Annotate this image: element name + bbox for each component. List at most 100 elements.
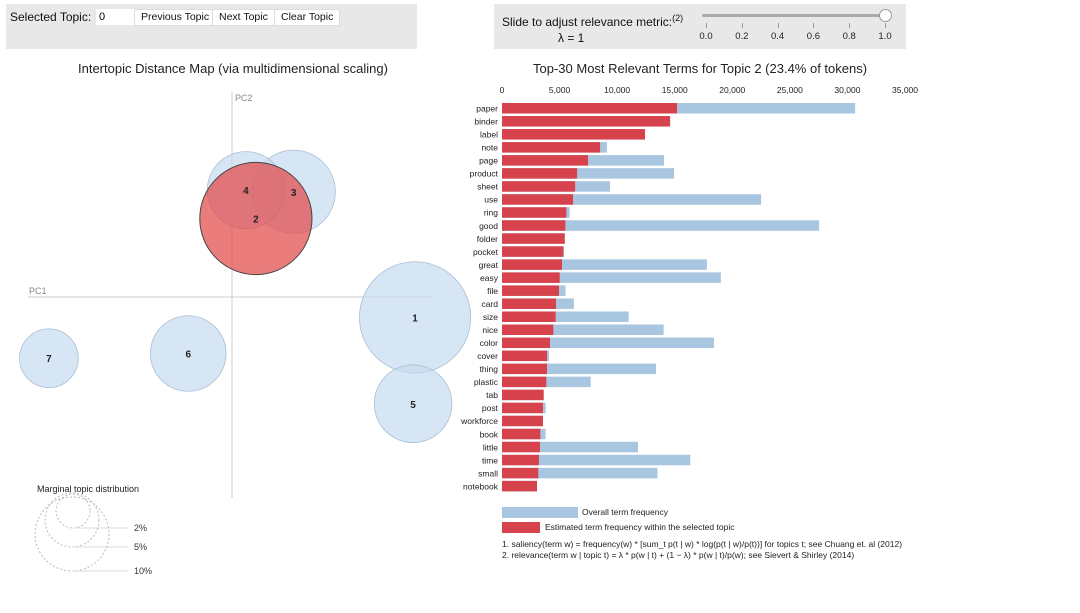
bar-overall-easy[interactable] (502, 272, 721, 283)
bar-overall-size[interactable] (502, 311, 629, 322)
bar-topic-note[interactable] (502, 142, 601, 153)
bar-topic-great[interactable] (502, 259, 562, 270)
x-tick-label: 35,000 (892, 85, 918, 95)
selected-topic-label: Selected Topic: (10, 10, 92, 24)
term-label[interactable]: product (470, 169, 499, 179)
topic-circle-5[interactable] (373, 364, 453, 443)
term-label[interactable]: little (483, 442, 498, 452)
term-label[interactable]: paper (476, 104, 498, 114)
marginal-legend-title: Marginal topic distribution (37, 484, 139, 494)
bar-topic-label[interactable] (502, 129, 646, 140)
term-label[interactable]: cover (477, 351, 498, 361)
bar-topic-use[interactable] (502, 194, 574, 205)
bar-topic-file[interactable] (502, 285, 559, 296)
term-label[interactable]: file (487, 286, 498, 296)
term-label[interactable]: book (480, 429, 499, 439)
bar-topic-card[interactable] (502, 298, 557, 309)
bar-overall-color[interactable] (502, 337, 714, 349)
bar-overall-little[interactable] (502, 441, 638, 453)
bar-topic-time[interactable] (502, 454, 539, 466)
bar-topic-thing[interactable] (502, 363, 548, 375)
bar-topic-plastic[interactable] (502, 376, 547, 388)
term-label[interactable]: card (481, 299, 498, 309)
bar-topic-product[interactable] (502, 168, 578, 179)
bar-overall-plastic[interactable] (502, 376, 591, 388)
term-label[interactable]: sheet (477, 182, 498, 192)
topic-label-2[interactable]: 2 (253, 215, 259, 226)
term-label[interactable]: post (482, 403, 499, 413)
bar-topic-small[interactable] (502, 467, 539, 479)
bar-topic-post[interactable] (502, 402, 543, 414)
term-label[interactable]: small (478, 468, 498, 478)
bar-topic-tab[interactable] (502, 389, 544, 401)
bar-topic-size[interactable] (502, 311, 556, 322)
bar-overall-product[interactable] (502, 168, 675, 179)
legend-swatch-overall (502, 507, 578, 518)
term-label[interactable]: note (481, 143, 498, 153)
term-label[interactable]: thing (480, 364, 499, 374)
term-label[interactable]: easy (480, 273, 499, 283)
term-label[interactable]: notebook (463, 481, 499, 491)
topic-label-7[interactable]: 7 (46, 354, 52, 365)
relevance-slider-track[interactable] (702, 14, 886, 17)
clear-topic-button[interactable]: Clear Topic (274, 9, 341, 26)
topic-label-1[interactable]: 1 (412, 313, 418, 324)
bar-topic-notebook[interactable] (502, 480, 538, 492)
bar-topic-sheet[interactable] (502, 181, 576, 192)
term-label[interactable]: label (480, 130, 498, 140)
topic-label-4[interactable]: 4 (243, 186, 249, 197)
previous-topic-button[interactable]: Previous Topic (134, 9, 217, 26)
x-tick-label: 25,000 (777, 85, 803, 95)
term-label[interactable]: tab (486, 390, 498, 400)
topic-circle-7[interactable] (19, 328, 79, 388)
bar-topic-workforce[interactable] (502, 415, 543, 427)
bar-overall-good[interactable] (502, 220, 820, 231)
bar-topic-book[interactable] (502, 428, 541, 440)
topic-circle-6[interactable] (150, 315, 227, 392)
bar-topic-little[interactable] (502, 441, 540, 453)
bar-topic-page[interactable] (502, 155, 589, 166)
topic-label-6[interactable]: 6 (185, 350, 191, 361)
term-label[interactable]: size (483, 312, 498, 322)
topic-label-5[interactable]: 5 (410, 400, 416, 411)
term-label[interactable]: time (482, 455, 498, 465)
term-label[interactable]: workforce (460, 416, 498, 426)
bar-overall-great[interactable] (502, 259, 707, 270)
bar-topic-binder[interactable] (502, 116, 671, 127)
bar-topic-ring[interactable] (502, 207, 567, 218)
term-label[interactable]: binder (474, 117, 498, 127)
bar-overall-thing[interactable] (502, 363, 657, 375)
term-label[interactable]: plastic (474, 377, 499, 387)
term-label[interactable]: ring (484, 208, 498, 218)
x-tick-label: 15,000 (662, 85, 688, 95)
term-label[interactable]: color (480, 338, 499, 348)
term-label[interactable]: folder (477, 234, 498, 244)
slider-tick-label: 0.8 (842, 31, 856, 42)
selected-topic-input[interactable] (96, 9, 138, 25)
relevance-slider-thumb[interactable] (879, 9, 892, 22)
term-label[interactable]: nice (482, 325, 498, 335)
slider-tick-label: 0.6 (806, 31, 820, 42)
bar-overall-small[interactable] (502, 467, 658, 479)
bar-topic-easy[interactable] (502, 272, 560, 283)
bar-topic-color[interactable] (502, 337, 551, 349)
bar-topic-paper[interactable] (502, 103, 678, 114)
term-label[interactable]: page (479, 156, 498, 166)
bar-topic-folder[interactable] (502, 233, 565, 244)
bar-overall-nice[interactable] (502, 324, 664, 336)
bar-topic-pocket[interactable] (502, 246, 564, 257)
bar-overall-use[interactable] (502, 194, 762, 205)
term-label[interactable]: good (479, 221, 498, 231)
bar-overall-time[interactable] (502, 454, 691, 466)
topic-circle-2[interactable] (199, 161, 313, 276)
term-label[interactable]: use (484, 195, 498, 205)
bar-topic-nice[interactable] (502, 324, 554, 336)
term-label[interactable]: pocket (473, 247, 499, 257)
bar-overall-paper[interactable] (502, 103, 856, 114)
bar-topic-good[interactable] (502, 220, 566, 231)
bar-topic-cover[interactable] (502, 350, 548, 362)
topic-label-3[interactable]: 3 (291, 188, 297, 199)
lambda-value: λ = 1 (558, 31, 585, 45)
term-label[interactable]: great (479, 260, 499, 270)
next-topic-button[interactable]: Next Topic (212, 9, 275, 26)
